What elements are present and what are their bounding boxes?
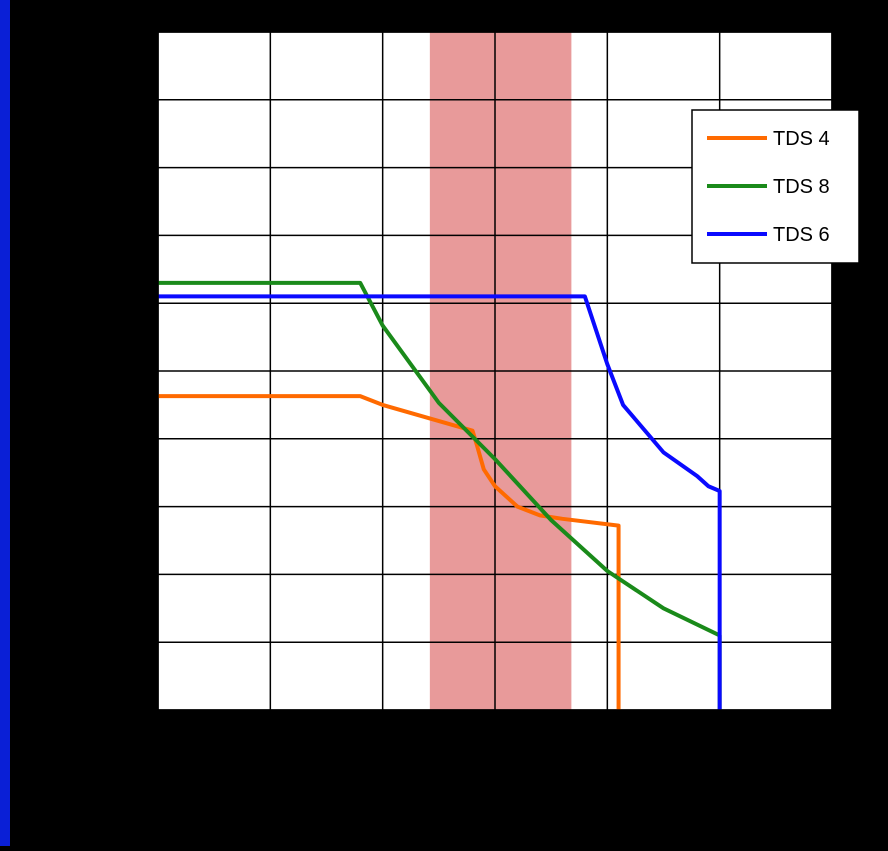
legend-label: TDS 4 bbox=[773, 128, 830, 150]
y-tick-label: 90 bbox=[124, 90, 146, 112]
x-axis-label: Rotary Speed (rpm) bbox=[405, 767, 584, 786]
y-tick-label: 80 bbox=[124, 158, 146, 180]
y-tick-label: 30 bbox=[124, 497, 146, 519]
y-tick-label: 100 bbox=[113, 22, 146, 44]
y-tick-label: 10 bbox=[124, 632, 146, 654]
series-line-tds-4 bbox=[158, 394, 621, 710]
y-tick-label: 20 bbox=[124, 564, 146, 586]
legend: TDS 4 TDS 8 TDS 6 bbox=[691, 109, 860, 264]
x-tick-label: 150 bbox=[478, 735, 511, 757]
x-tick-label: 250 bbox=[703, 735, 736, 757]
y-tick-label: 40 bbox=[124, 429, 146, 451]
y-axis-label: Torque (ft-lbs) bbox=[53, 305, 72, 437]
legend-label: TDS 6 bbox=[773, 224, 830, 246]
x-tick-label: 100 bbox=[366, 735, 399, 757]
legend-label: TDS 8 bbox=[773, 176, 830, 198]
y-tick-label: 0 bbox=[135, 700, 146, 722]
y-tick-label: 50 bbox=[124, 361, 146, 383]
y-tick-label: 60 bbox=[124, 293, 146, 315]
x-tick-label: 50 bbox=[259, 735, 281, 757]
x-tick-label: 300 bbox=[815, 735, 848, 757]
series-line-tds-6 bbox=[158, 294, 722, 710]
legend-box bbox=[691, 109, 860, 264]
y-tick-label: 70 bbox=[124, 225, 146, 247]
x-tick-label: 200 bbox=[591, 735, 624, 757]
axis-ticks: 0 50 100 150 200 250 300 0 10 20 30 40 50 60 70 80 90 100 bbox=[113, 22, 849, 757]
x-tick-label: 0 bbox=[152, 735, 163, 757]
series-line-tds-8 bbox=[158, 280, 722, 710]
series-group bbox=[158, 280, 722, 710]
